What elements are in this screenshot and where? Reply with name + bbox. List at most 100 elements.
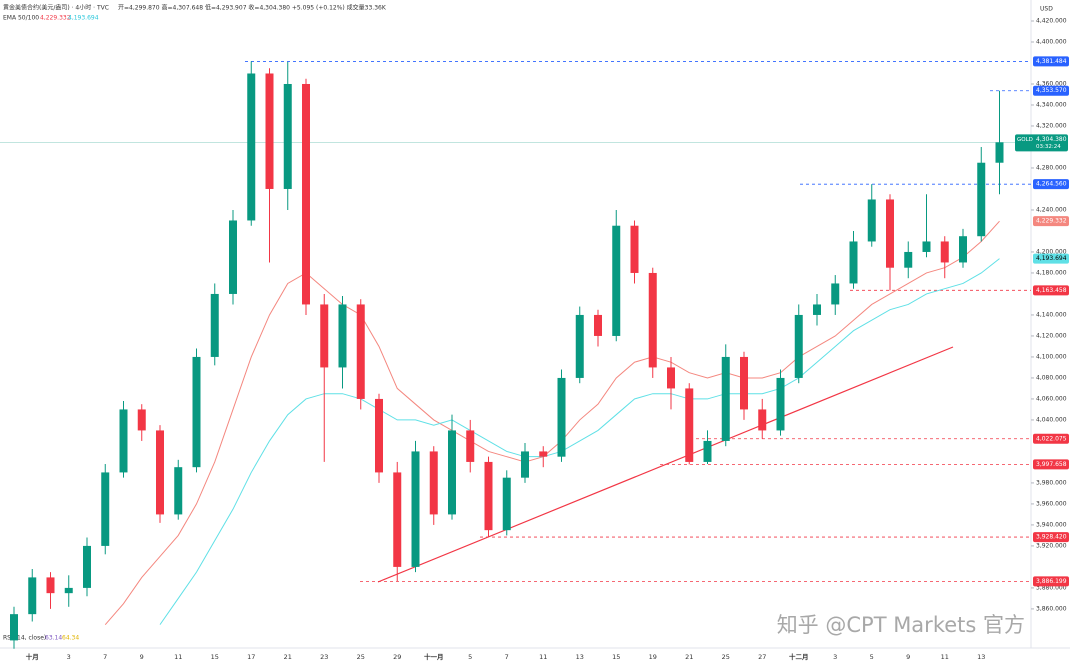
candle-body [813,304,821,315]
ema-badge-label: 4,193.694 [1036,255,1067,262]
candle-body [831,283,840,305]
x-tick-label: 十月 [26,652,39,661]
x-tick-label: 5 [468,653,472,661]
candle-body [630,225,639,273]
candle-body [685,388,694,462]
candle-body [429,451,438,515]
y-tick-label: 4,080.000 [1036,374,1067,381]
level-badge [1033,576,1069,587]
candle-body [119,409,128,473]
rsi-value: 63.14 [45,635,62,642]
candle-body [210,293,219,357]
y-tick-label: 4,060.000 [1036,395,1067,402]
x-tick-label: 11 [539,653,547,661]
x-tick-label: 11 [941,653,949,661]
y-tick-label: 4,340.000 [1036,101,1067,108]
candle-body [648,272,657,368]
y-tick-label: 3,960.000 [1036,500,1067,507]
candle-body [356,304,365,399]
level-badge [1033,459,1069,470]
level-label: 4,022.075 [1036,435,1067,442]
last-price-countdown: 03:32:24 [1036,144,1061,150]
candle-body [867,199,876,242]
x-tick-label: 15 [211,653,219,661]
candle-body [448,430,456,515]
y-tick-label: 3,880.000 [1036,584,1067,591]
y-tick-label: 4,240.000 [1036,206,1067,213]
level-badge [1033,285,1069,296]
candle-body [28,577,37,615]
x-tick-label: 15 [612,653,620,661]
candle-body [758,409,767,431]
candle-body [502,477,511,531]
candle-body [192,356,201,468]
rsi-value: 64.34 [62,635,79,642]
candle-body [101,472,110,546]
candle-body [575,314,584,378]
candle-body [849,241,858,284]
candle-body [466,430,475,462]
x-tick-label: 9 [140,653,144,661]
candle-body [484,461,493,531]
y-tick-label: 4,320.000 [1036,122,1067,129]
x-tick-label: 13 [576,653,584,661]
candle-body [137,409,146,431]
level-label: 3,997.658 [1036,461,1067,468]
indicator-name: EMA 50/100 [3,15,39,22]
x-tick-label: 11 [174,653,182,661]
candle-body [703,440,712,462]
y-tick-label: 4,180.000 [1036,269,1067,276]
candle-body [411,451,420,567]
y-tick-label: 4,400.000 [1036,38,1067,45]
level-label: 4,353.570 [1036,87,1067,94]
level-badge [1033,85,1069,96]
candle-body [539,451,548,457]
ema-badge-label: 4,229.332 [1036,218,1067,225]
x-tick-label: 十一月 [424,652,444,661]
y-tick-label: 3,860.000 [1036,605,1067,612]
ema-badge [1033,253,1069,264]
level-label: 3,886.199 [1036,578,1067,585]
last-price-symbol: GOLD [1017,137,1033,143]
y-tick-label: 4,040.000 [1036,416,1067,423]
header-ohlc: 开=4,299.870 高=4,307.648 低=4,293.907 收=4,… [118,4,387,12]
y-tick-label: 3,940.000 [1036,521,1067,528]
y-tick-label: 3,980.000 [1036,479,1067,486]
candle-body [667,367,675,389]
candle-body [393,472,402,567]
candle-body [959,236,967,263]
x-tick-label: 3 [67,653,71,661]
y-tick-label: 3,920.000 [1036,542,1067,549]
x-tick-label: 25 [357,653,365,661]
y-tick-label: 4,360.000 [1036,80,1067,87]
candle-body [594,314,602,336]
y-tick-label: 4,200.000 [1036,248,1067,255]
candle-body [265,73,274,189]
x-tick-label: 7 [505,653,509,661]
last-price-badge [1015,134,1068,152]
candle-body [886,199,894,268]
candle-body [740,356,748,410]
level-label: 4,163.458 [1036,287,1067,294]
candle-body [721,356,730,441]
x-tick-label: 十二月 [789,652,809,661]
y-tick-label: 4,420.000 [1036,17,1067,24]
candle-body [922,241,931,252]
watermark: 知乎 @CPT Markets 官方 [777,613,1025,637]
currency: USD [1040,6,1053,13]
candle-body [904,251,913,268]
x-tick-label: 9 [906,653,910,661]
candle-body [977,162,986,237]
x-tick-label: 7 [103,653,107,661]
x-tick-label: 25 [722,653,730,661]
level-label: 3,928.420 [1036,534,1067,541]
x-tick-label: 5 [870,653,874,661]
candle-body [375,398,383,473]
x-tick-label: 3 [833,653,837,661]
x-tick-label: 13 [977,653,985,661]
x-tick-label: 21 [685,653,693,661]
ema100-value: 4,193.694 [68,15,99,22]
level-label: 4,381.484 [1036,58,1067,65]
